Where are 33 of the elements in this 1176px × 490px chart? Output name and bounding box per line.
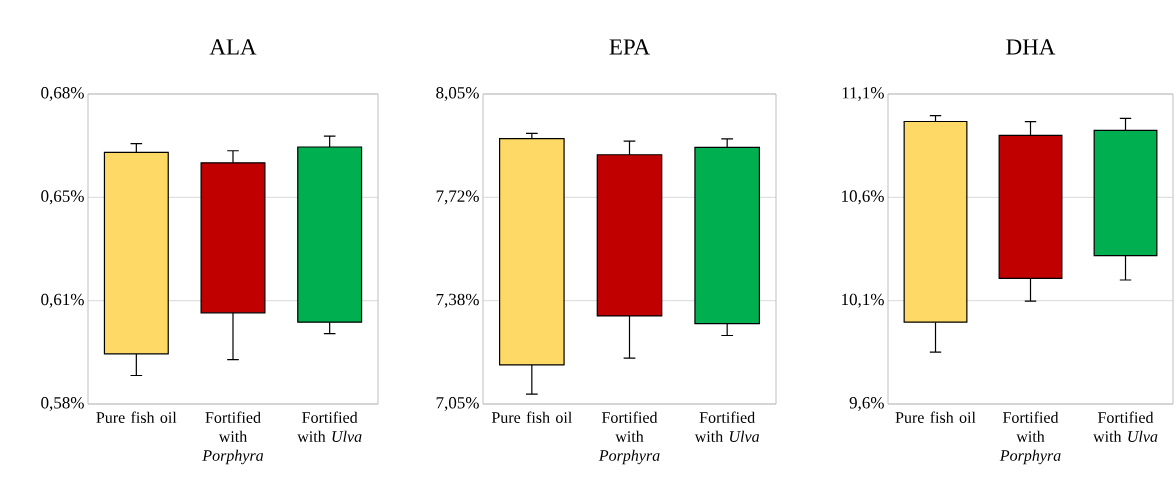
- y-tick-label: 7,72%: [436, 190, 479, 205]
- y-tick-label: 7,05%: [436, 397, 479, 411]
- y-tick-label: 0,58%: [41, 397, 84, 411]
- candlestick: [903, 115, 968, 353]
- x-tick-label: Pure fish oil: [491, 411, 572, 423]
- x-tick-label: Pure fish oil: [96, 411, 177, 423]
- x-tick-label: Fortified with Porphyra: [202, 411, 264, 465]
- y-tick-label: 7,38%: [436, 293, 479, 308]
- y-tick-label: 10,6%: [842, 190, 884, 205]
- candlestick: [694, 138, 760, 337]
- y-tick-label: 0,65%: [41, 190, 84, 205]
- candlestick: [998, 121, 1063, 302]
- x-tick-label: Fortified with Ulva: [694, 411, 760, 442]
- chart-title: DHA: [1006, 39, 1056, 55]
- candlestick: [499, 132, 565, 395]
- candlestick: [596, 140, 663, 359]
- y-tick-label: 10,1%: [842, 293, 884, 308]
- candlestick: [103, 143, 169, 377]
- x-tick-label: Fortified with Porphyra: [598, 411, 660, 465]
- y-tick-label: 8,05%: [436, 87, 479, 101]
- x-tick-label: Fortified with Porphyra: [999, 411, 1061, 465]
- y-tick-label: 0,68%: [41, 87, 84, 101]
- x-tick-label: Fortified with Ulva: [297, 411, 362, 442]
- y-tick-label: 0,61%: [41, 293, 84, 308]
- candlestick: [1093, 117, 1158, 281]
- x-tick-label: Fortified with Ulva: [1093, 411, 1158, 442]
- candlestick: [297, 135, 363, 335]
- x-tick-label: Pure fish oil: [895, 411, 976, 423]
- candlestick: [200, 150, 266, 361]
- chart-title: ALA: [209, 39, 257, 55]
- y-tick-label: 11,1%: [842, 87, 884, 101]
- chart-title: EPA: [609, 39, 651, 55]
- y-tick-label: 9,6%: [849, 397, 884, 411]
